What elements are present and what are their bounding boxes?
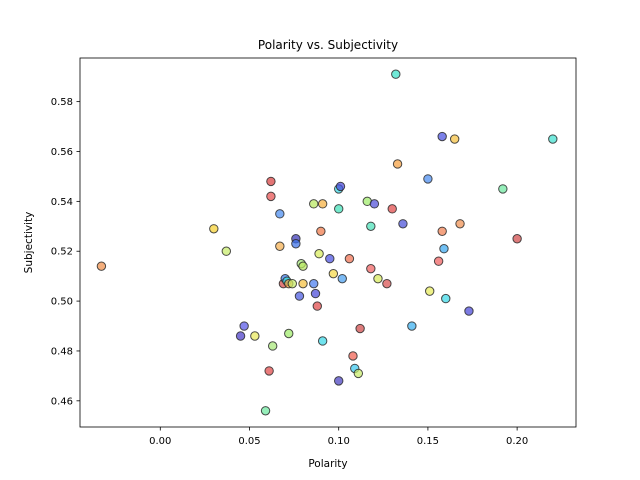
y-tick-label: 0.52 bbox=[51, 247, 73, 258]
data-point-3 bbox=[221, 246, 232, 256]
data-point-27 bbox=[309, 278, 319, 289]
plot-frame bbox=[79, 57, 577, 428]
data-point-48 bbox=[366, 221, 376, 231]
data-point-59 bbox=[433, 256, 444, 266]
data-point-5 bbox=[239, 321, 249, 331]
data-point-36 bbox=[334, 204, 344, 214]
data-point-51 bbox=[382, 278, 392, 289]
data-point-34 bbox=[325, 254, 335, 264]
data-point-33 bbox=[317, 336, 328, 346]
data-point-42 bbox=[348, 351, 358, 361]
data-point-50 bbox=[373, 273, 383, 284]
data-point-24 bbox=[298, 261, 308, 271]
data-point-55 bbox=[398, 219, 408, 229]
x-tick-label: 0.15 bbox=[417, 436, 439, 447]
data-point-66 bbox=[464, 306, 474, 316]
data-point-60 bbox=[437, 131, 447, 142]
data-point-62 bbox=[439, 244, 449, 254]
data-point-8 bbox=[264, 366, 274, 376]
data-point-21 bbox=[291, 239, 301, 249]
data-point-53 bbox=[391, 69, 401, 79]
data-point-13 bbox=[275, 241, 285, 251]
x-tick-label: 0.10 bbox=[328, 436, 350, 447]
data-point-54 bbox=[392, 159, 403, 169]
data-point-29 bbox=[312, 301, 322, 311]
y-tick-label: 0.46 bbox=[51, 396, 73, 407]
data-point-28 bbox=[310, 288, 321, 299]
data-point-30 bbox=[314, 249, 324, 259]
data-point-64 bbox=[449, 134, 460, 144]
data-point-69 bbox=[548, 134, 558, 144]
x-axis-label: Polarity bbox=[308, 458, 347, 470]
data-point-40 bbox=[337, 273, 347, 284]
data-point-52 bbox=[387, 204, 397, 214]
data-point-38 bbox=[335, 181, 346, 192]
data-point-18 bbox=[284, 328, 294, 339]
data-point-6 bbox=[250, 331, 260, 341]
data-point-41 bbox=[344, 254, 355, 264]
data-points bbox=[96, 69, 558, 416]
data-point-35 bbox=[328, 268, 339, 279]
data-point-58 bbox=[425, 286, 435, 296]
data-point-4 bbox=[235, 331, 246, 341]
data-point-49 bbox=[369, 199, 380, 209]
data-point-63 bbox=[441, 293, 451, 304]
data-point-32 bbox=[317, 199, 328, 209]
x-tick-label: 0.20 bbox=[506, 436, 528, 447]
data-point-9 bbox=[266, 176, 276, 187]
data-point-10 bbox=[266, 191, 276, 202]
data-point-57 bbox=[423, 174, 433, 184]
data-point-47 bbox=[366, 263, 376, 274]
data-point-12 bbox=[275, 209, 285, 219]
data-point-1 bbox=[96, 261, 107, 271]
data-point-65 bbox=[455, 219, 465, 229]
y-tick-label: 0.48 bbox=[51, 346, 73, 357]
y-tick-label: 0.50 bbox=[51, 297, 73, 308]
data-point-68 bbox=[512, 234, 522, 244]
data-point-39 bbox=[334, 376, 344, 386]
data-point-25 bbox=[298, 278, 308, 289]
data-point-44 bbox=[353, 368, 364, 379]
data-point-11 bbox=[267, 341, 278, 351]
data-point-56 bbox=[407, 321, 417, 331]
y-axis-ticks: 0.46 0.48 0.50 0.52 0.54 0.56 0.58 bbox=[51, 97, 80, 407]
data-point-45 bbox=[355, 323, 365, 334]
y-axis-label: Subjectivity bbox=[23, 212, 35, 274]
data-point-19 bbox=[287, 278, 298, 289]
data-point-2 bbox=[209, 224, 219, 234]
x-tick-label: 0.00 bbox=[149, 436, 171, 447]
data-point-26 bbox=[309, 199, 319, 209]
x-tick-label: 0.05 bbox=[238, 436, 260, 447]
data-point-22 bbox=[294, 291, 305, 301]
data-point-61 bbox=[437, 226, 447, 236]
y-tick-label: 0.56 bbox=[51, 147, 73, 158]
y-tick-label: 0.54 bbox=[51, 197, 73, 208]
chart-title: Polarity vs. Subjectivity bbox=[258, 38, 398, 52]
data-point-67 bbox=[498, 184, 508, 194]
data-point-7 bbox=[260, 406, 271, 416]
y-tick-label: 0.58 bbox=[51, 97, 73, 108]
data-point-31 bbox=[316, 226, 326, 236]
x-axis-ticks: 0.00 0.05 0.10 0.15 0.20 bbox=[149, 427, 528, 447]
